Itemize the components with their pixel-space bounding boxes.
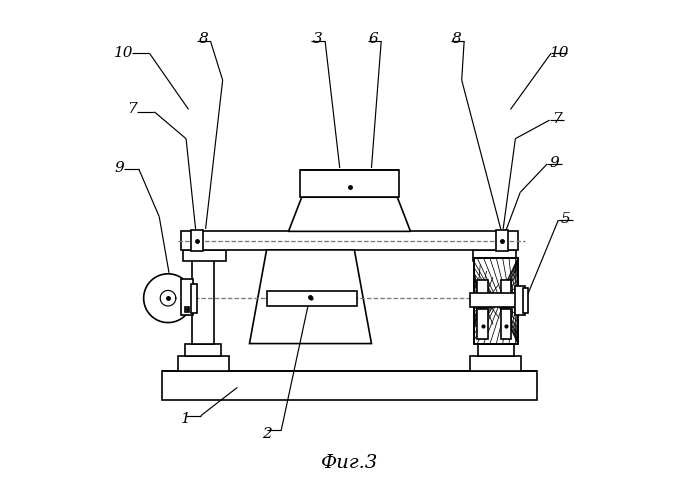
Bar [266,291,356,306]
Bar [182,250,226,261]
Polygon shape [289,197,410,231]
Bar [191,283,197,313]
Bar [473,250,517,261]
Text: 6: 6 [369,31,379,46]
Bar [161,371,538,400]
Text: 10: 10 [549,46,569,61]
Text: Фиг.3: Фиг.3 [321,454,378,472]
Bar [474,258,518,343]
Bar [477,280,488,307]
Text: 5: 5 [560,212,570,226]
Polygon shape [160,290,176,306]
Text: 7: 7 [552,112,562,126]
Text: 7: 7 [127,102,137,117]
Bar [192,258,215,343]
Bar [181,279,194,315]
Text: 3: 3 [313,31,323,46]
Text: 2: 2 [261,427,271,441]
Bar [470,356,521,371]
Bar [470,293,523,307]
Bar [185,343,221,356]
Bar [474,258,518,343]
Bar [191,230,203,251]
Bar [181,231,518,250]
Bar [523,288,528,313]
Bar [178,356,229,371]
Text: 10: 10 [115,46,134,61]
Text: 8: 8 [199,31,208,46]
Bar [478,343,514,356]
Text: 9: 9 [115,161,124,175]
Bar [496,230,508,251]
Polygon shape [250,250,371,343]
Bar [500,280,512,307]
Bar [484,258,507,343]
Bar [515,286,525,315]
Bar [477,309,488,338]
Text: 8: 8 [452,31,462,46]
Text: 9: 9 [549,156,559,170]
Bar [185,307,189,312]
Polygon shape [143,274,192,323]
Bar [300,170,399,197]
Bar [500,309,512,338]
Text: 1: 1 [181,412,191,426]
